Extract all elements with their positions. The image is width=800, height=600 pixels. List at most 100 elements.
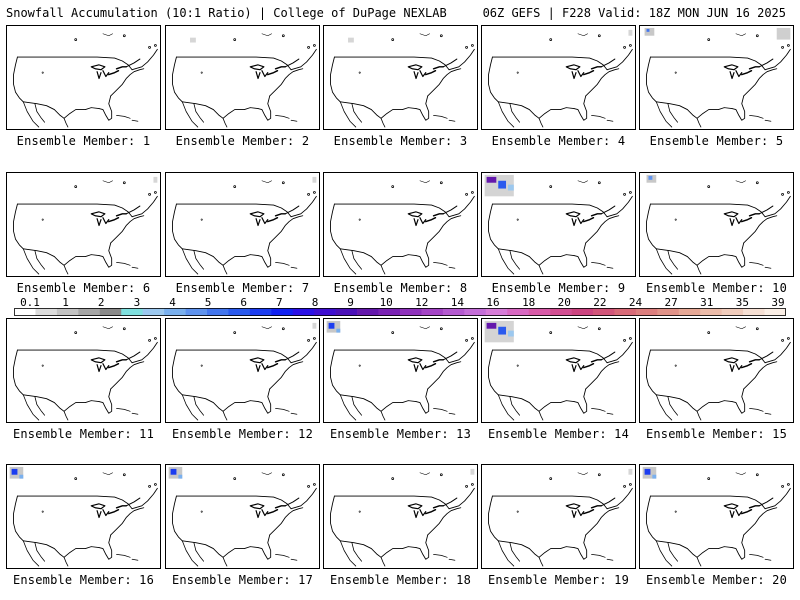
colorbar-tick-label: 4 [169,297,176,309]
colorbar-swatch [142,308,165,316]
colorbar-tick-label: 20 [558,297,571,309]
forecast-valid-time: 06Z GEFS | F228 Valid: 18Z MON JUN 16 20… [482,6,786,20]
colorbar-tick-label: 22 [593,297,606,309]
ensemble-member-label: Ensemble Member: 1 [16,134,151,148]
ensemble-member-label: Ensemble Member: 17 [171,573,314,587]
us-basemap [329,468,476,567]
us-basemap [642,466,792,567]
us-basemap [645,174,792,275]
colorbar-swatch [571,308,594,316]
colorbar-swatch [743,308,765,316]
us-basemap [487,29,634,128]
ensemble-map-panel [323,464,478,569]
map-title: Snowfall Accumulation (10:1 Ratio) | Col… [6,6,447,20]
colorbar-swatch [464,308,487,316]
us-basemap [329,180,476,275]
colorbar-swatch [614,308,637,316]
colorbar-swatch [635,308,658,316]
colorbar-swatch [678,308,701,316]
us-basemap [329,33,476,128]
snowfall-shading [328,322,335,329]
snowfall-shading [170,468,177,475]
colorbar-swatch [164,308,186,316]
ensemble-member-label: Ensemble Member: 6 [16,281,151,295]
ensemble-member-label: Ensemble Member: 15 [645,427,788,441]
snowfall-shading [644,27,655,36]
colorbar-tick-label: 27 [664,297,677,309]
us-basemap [644,27,792,128]
ensemble-member-label: Ensemble Member: 10 [645,281,788,295]
colorbar-swatch [207,308,229,316]
colorbar-tick-label: 5 [205,297,212,309]
colorbar-swatch [507,308,529,316]
colorbar-swatch [357,308,379,316]
snowfall-shading [312,176,317,183]
snowfall-shading [628,29,633,36]
colorbar-tick-label: 39 [771,297,784,309]
snowfall-shading [652,474,657,479]
ensemble-member-label: Ensemble Member: 8 [333,281,468,295]
ensemble-map-panel [639,318,794,423]
ensemble-member-label: Ensemble Member: 9 [491,281,626,295]
ensemble-map-panel [639,172,794,277]
snowfall-shading [153,176,158,183]
snowfall-shading [190,37,196,43]
snowfall-shading [498,326,507,335]
colorbar-swatch [14,308,36,316]
snowfall-shading [336,328,341,333]
colorbar-swatch [185,308,208,316]
colorbar-swatch [421,308,444,316]
snowfall-shading [348,37,354,43]
colorbar-tick-label: 7 [276,297,283,309]
ensemble-member-label: Ensemble Member: 19 [487,573,630,587]
ensemble-member-label: Ensemble Member: 2 [175,134,310,148]
snowfall-shading [776,27,791,40]
colorbar-swatch [764,308,786,316]
colorbar-tick-label: 16 [486,297,499,309]
colorbar-swatch [121,308,143,316]
ensemble-member-label: Ensemble Member: 18 [329,573,472,587]
ensemble-map-panel [639,464,794,569]
ensemble-map-panel [6,318,161,423]
us-basemap [12,33,159,128]
colorbar-swatch [593,308,615,316]
colorbar-tick-label: 35 [736,297,749,309]
us-basemap [326,320,476,421]
us-basemap [171,322,318,421]
colorbar-tick-label: 14 [451,297,465,309]
colorbar-tick-label: 3 [134,297,141,309]
colorbar-tick-label: 8 [312,297,319,309]
snowfall-shading [178,474,183,479]
ensemble-member-label: Ensemble Member: 13 [329,427,472,441]
snowfall-shading [11,468,18,475]
colorbar-swatch [228,308,251,316]
ensemble-map-panel [481,464,636,569]
colorbar-tick-label: 12 [415,297,428,309]
colorbar-tick-label: 2 [98,297,105,309]
snowfall-colorbar: 0.1 1 2 3 4 5 6 7 8 9 10 12 14 16 18 20 22 24 27 31 35 39 [14,297,786,317]
ensemble-map-panel [481,318,636,423]
snowfall-shading [470,468,475,475]
colorbar-tick-label: 0.1 [20,297,40,309]
colorbar-swatch [378,308,401,316]
ensemble-map-panel [165,464,320,569]
ensemble-map-panel [639,25,794,130]
us-basemap [171,33,318,128]
us-basemap [12,326,159,421]
colorbar-swatch [528,308,551,316]
ensemble-member-label: Ensemble Member: 14 [487,427,630,441]
snowfall-shading [648,175,653,180]
colorbar-swatch [700,308,722,316]
snowfall-shading [628,468,633,475]
colorbar-swatch [99,308,122,316]
ensemble-map-panel [481,172,636,277]
colorbar-swatch [271,308,294,316]
us-basemap [171,176,318,275]
ensemble-member-label: Ensemble Member: 3 [333,134,468,148]
ensemble-map-panel [323,318,478,423]
ensemble-member-label: Ensemble Member: 11 [12,427,155,441]
ensemble-map-panel [481,25,636,130]
ensemble-map-panel [165,318,320,423]
colorbar-tick-label: 9 [347,297,354,309]
ensemble-map-panel [6,172,161,277]
